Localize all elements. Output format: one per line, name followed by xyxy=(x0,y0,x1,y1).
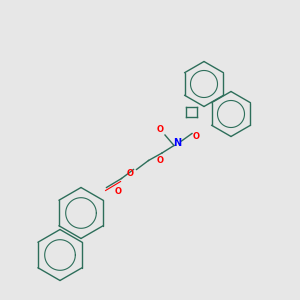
Text: N: N xyxy=(173,138,182,148)
Text: O: O xyxy=(157,124,164,134)
Text: O: O xyxy=(115,187,122,196)
Text: O: O xyxy=(157,156,164,165)
Text: O: O xyxy=(193,132,200,141)
Text: O: O xyxy=(127,169,134,178)
